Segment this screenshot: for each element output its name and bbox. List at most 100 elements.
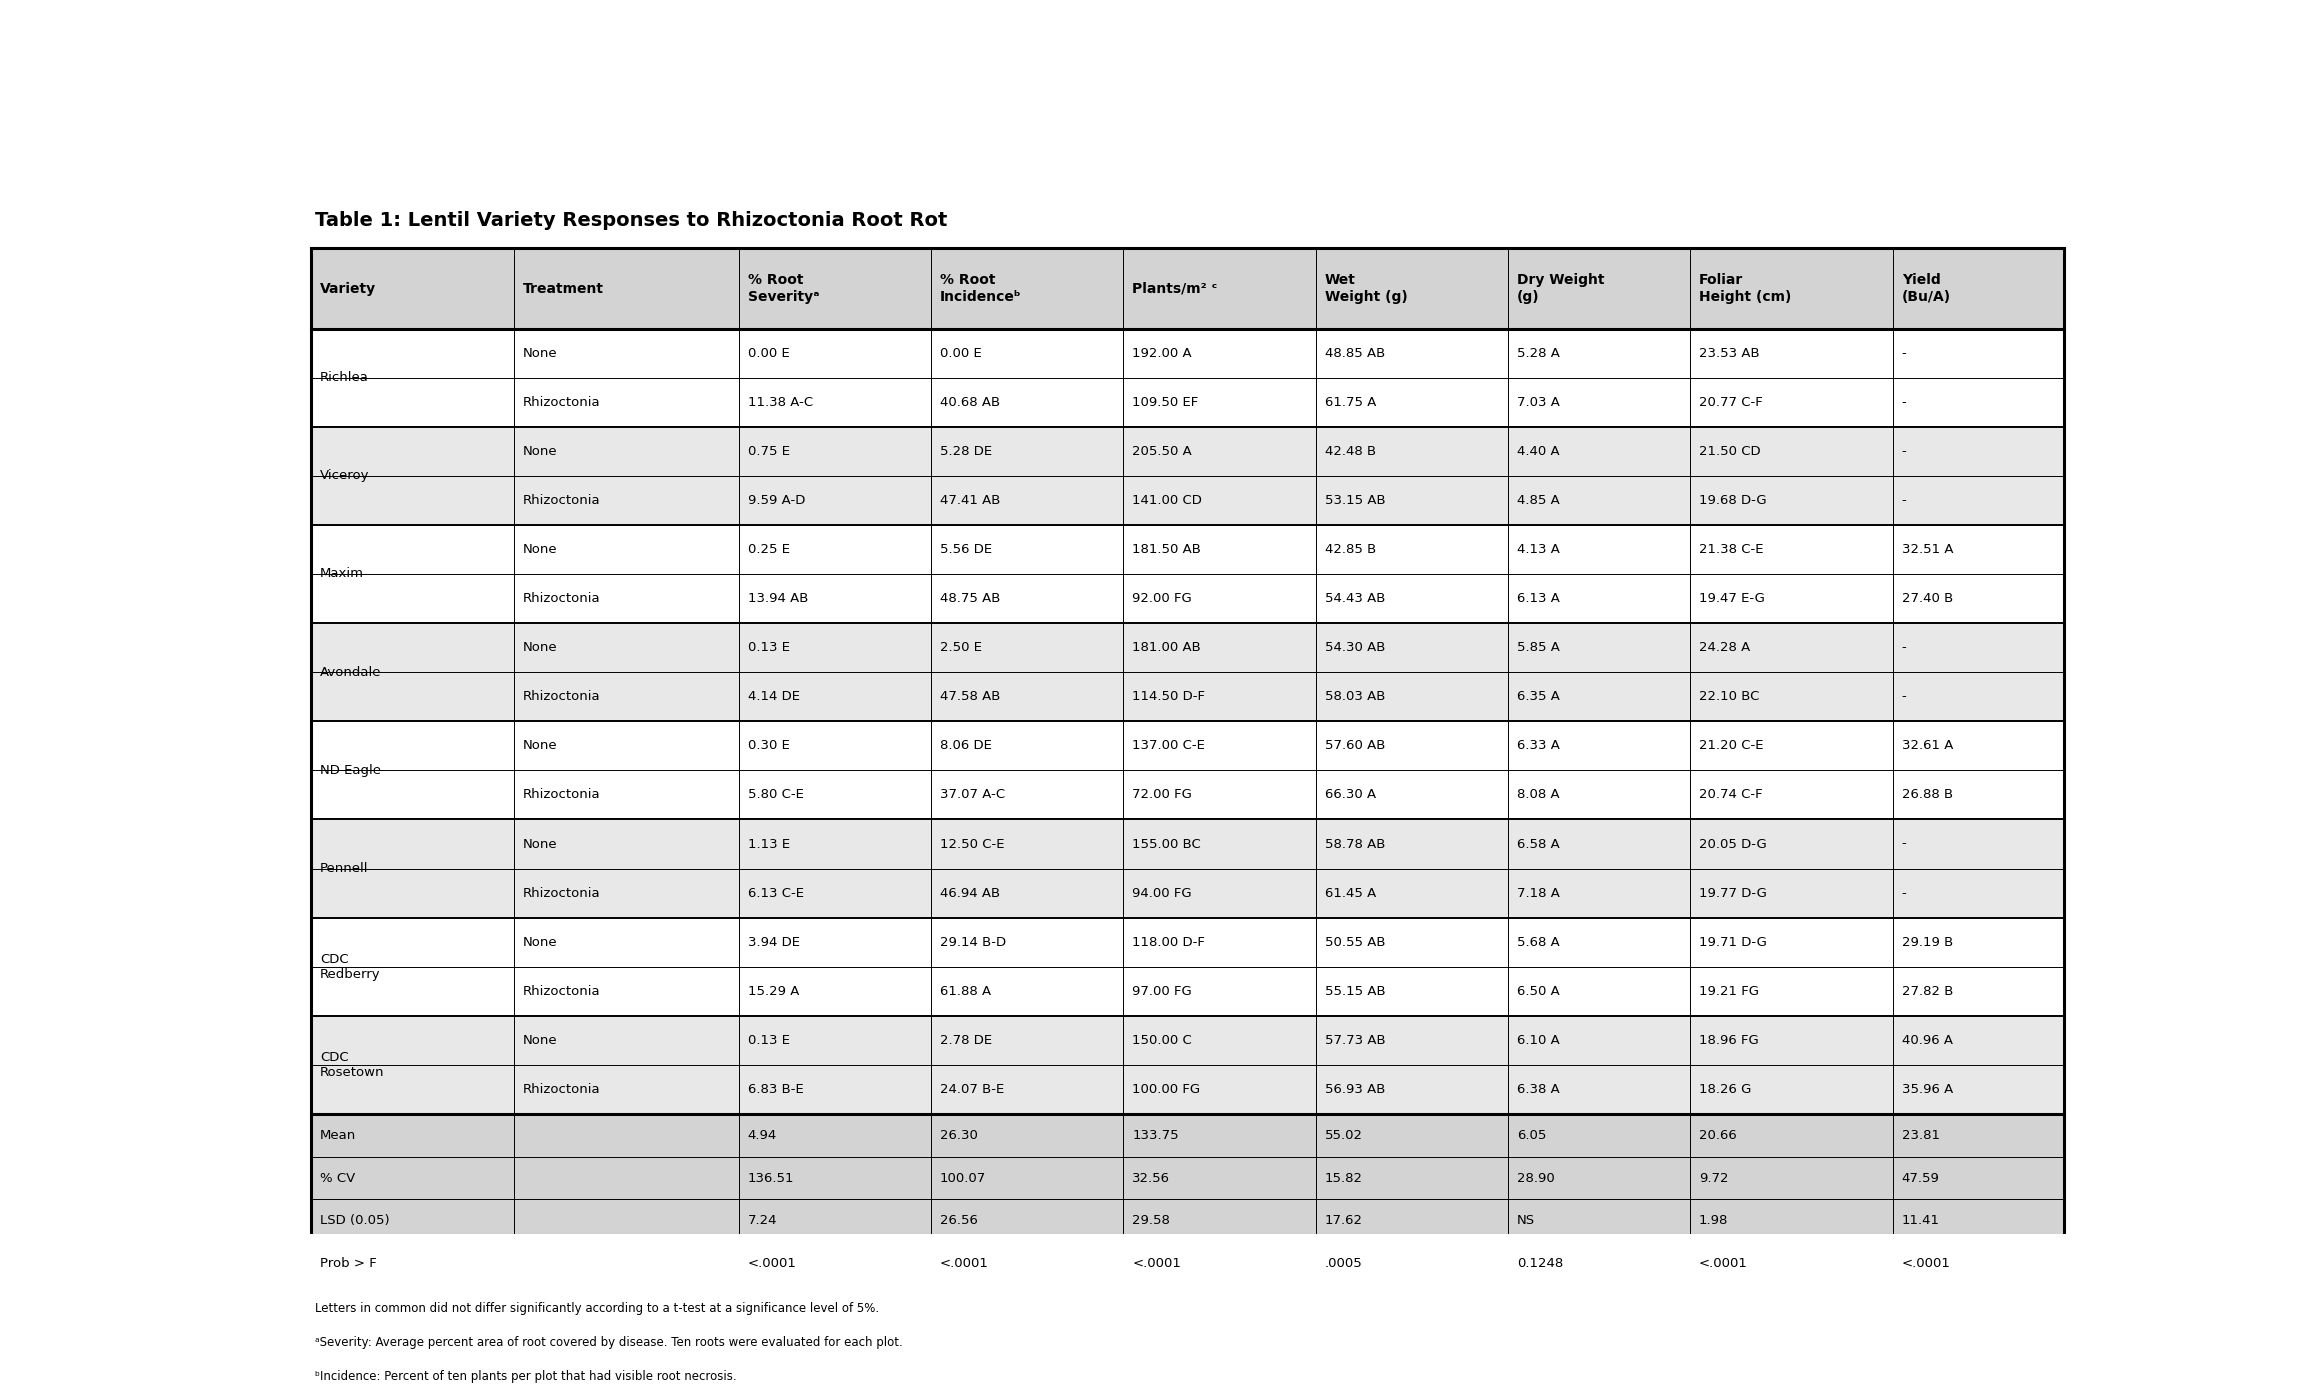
Text: -: - xyxy=(1902,346,1907,359)
Text: -: - xyxy=(1902,445,1907,457)
Text: 48.85 AB: 48.85 AB xyxy=(1325,346,1386,359)
Text: 54.30 AB: 54.30 AB xyxy=(1325,642,1386,654)
Text: 13.94 AB: 13.94 AB xyxy=(748,592,809,606)
Text: NS: NS xyxy=(1518,1214,1536,1227)
Text: <.0001: <.0001 xyxy=(1133,1257,1182,1270)
Text: 24.28 A: 24.28 A xyxy=(1698,642,1749,654)
Text: 6.33 A: 6.33 A xyxy=(1518,739,1559,753)
Text: 61.75 A: 61.75 A xyxy=(1325,395,1376,409)
Text: 3.94 DE: 3.94 DE xyxy=(748,936,799,948)
Text: 54.43 AB: 54.43 AB xyxy=(1325,592,1386,606)
Text: 97.00 FG: 97.00 FG xyxy=(1133,985,1191,998)
Text: 136.51: 136.51 xyxy=(748,1171,795,1185)
Text: Table 1: Lentil Variety Responses to Rhizoctonia Root Rot: Table 1: Lentil Variety Responses to Rhi… xyxy=(315,211,948,230)
FancyBboxPatch shape xyxy=(310,967,2064,1016)
Text: 24.07 B-E: 24.07 B-E xyxy=(941,1082,1003,1096)
Text: 6.50 A: 6.50 A xyxy=(1518,985,1559,998)
Text: 1.98: 1.98 xyxy=(1698,1214,1728,1227)
Text: Rhizoctonia: Rhizoctonia xyxy=(524,690,600,703)
Text: 181.00 AB: 181.00 AB xyxy=(1133,642,1200,654)
FancyBboxPatch shape xyxy=(310,1064,2064,1114)
Text: 109.50 EF: 109.50 EF xyxy=(1133,395,1198,409)
Text: -: - xyxy=(1902,395,1907,409)
Text: 0.25 E: 0.25 E xyxy=(748,543,790,556)
FancyBboxPatch shape xyxy=(310,525,2064,574)
Text: -: - xyxy=(1902,837,1907,851)
Text: .0005: .0005 xyxy=(1325,1257,1362,1270)
Text: Avondale: Avondale xyxy=(320,665,382,679)
Text: 18.96 FG: 18.96 FG xyxy=(1698,1034,1759,1046)
Text: 57.73 AB: 57.73 AB xyxy=(1325,1034,1386,1046)
Text: 11.38 A-C: 11.38 A-C xyxy=(748,395,813,409)
Text: 92.00 FG: 92.00 FG xyxy=(1133,592,1191,606)
Text: Letters in common did not differ significantly according to a t-test at a signif: Letters in common did not differ signifi… xyxy=(315,1301,878,1315)
FancyBboxPatch shape xyxy=(310,377,2064,427)
Text: Treatment: Treatment xyxy=(524,281,605,295)
FancyBboxPatch shape xyxy=(310,427,2064,475)
Text: Foliar
Height (cm): Foliar Height (cm) xyxy=(1698,273,1791,304)
Text: Rhizoctonia: Rhizoctonia xyxy=(524,1082,600,1096)
Text: Prob > F: Prob > F xyxy=(320,1257,378,1270)
Text: 0.13 E: 0.13 E xyxy=(748,1034,790,1046)
Text: 6.38 A: 6.38 A xyxy=(1518,1082,1559,1096)
Text: 0.00 E: 0.00 E xyxy=(748,346,790,359)
FancyBboxPatch shape xyxy=(310,1199,2064,1242)
Text: 6.83 B-E: 6.83 B-E xyxy=(748,1082,804,1096)
Text: 141.00 CD: 141.00 CD xyxy=(1133,493,1203,507)
Text: 58.78 AB: 58.78 AB xyxy=(1325,837,1386,851)
Text: -: - xyxy=(1902,493,1907,507)
Text: 19.68 D-G: 19.68 D-G xyxy=(1698,493,1766,507)
Text: 53.15 AB: 53.15 AB xyxy=(1325,493,1386,507)
Text: 9.72: 9.72 xyxy=(1698,1171,1728,1185)
Text: 35.96 A: 35.96 A xyxy=(1902,1082,1953,1096)
Text: 47.58 AB: 47.58 AB xyxy=(941,690,1001,703)
Text: 19.71 D-G: 19.71 D-G xyxy=(1698,936,1766,948)
Text: Rhizoctonia: Rhizoctonia xyxy=(524,592,600,606)
FancyBboxPatch shape xyxy=(310,1157,2064,1199)
Text: 42.85 B: 42.85 B xyxy=(1325,543,1376,556)
Text: CDC
Redberry: CDC Redberry xyxy=(320,952,380,981)
Text: None: None xyxy=(524,543,558,556)
Text: 7.24: 7.24 xyxy=(748,1214,776,1227)
Text: Pennell: Pennell xyxy=(320,862,368,875)
Text: ᵇIncidence: Percent of ten plants per plot that had visible root necrosis.: ᵇIncidence: Percent of ten plants per pl… xyxy=(315,1369,737,1383)
Text: 19.21 FG: 19.21 FG xyxy=(1698,985,1759,998)
Text: 133.75: 133.75 xyxy=(1133,1128,1179,1142)
Text: ᵃSeverity: Average percent area of root covered by disease. Ten roots were evalu: ᵃSeverity: Average percent area of root … xyxy=(315,1336,904,1349)
Text: 21.38 C-E: 21.38 C-E xyxy=(1698,543,1763,556)
Text: 6.35 A: 6.35 A xyxy=(1518,690,1559,703)
Text: 20.77 C-F: 20.77 C-F xyxy=(1698,395,1763,409)
Text: 23.53 AB: 23.53 AB xyxy=(1698,346,1759,359)
Text: 32.61 A: 32.61 A xyxy=(1902,739,1953,753)
Text: 100.07: 100.07 xyxy=(941,1171,987,1185)
Text: 48.75 AB: 48.75 AB xyxy=(941,592,1001,606)
Text: 8.08 A: 8.08 A xyxy=(1518,789,1559,801)
Text: Mean: Mean xyxy=(320,1128,357,1142)
Text: None: None xyxy=(524,1034,558,1046)
Text: 0.75 E: 0.75 E xyxy=(748,445,790,457)
Text: 15.82: 15.82 xyxy=(1325,1171,1362,1185)
Text: 32.51 A: 32.51 A xyxy=(1902,543,1953,556)
Text: 23.81: 23.81 xyxy=(1902,1128,1939,1142)
Text: 61.88 A: 61.88 A xyxy=(941,985,992,998)
FancyBboxPatch shape xyxy=(310,869,2064,918)
Text: 7.18 A: 7.18 A xyxy=(1518,887,1559,900)
Text: None: None xyxy=(524,739,558,753)
Text: 17.62: 17.62 xyxy=(1325,1214,1362,1227)
FancyBboxPatch shape xyxy=(310,771,2064,819)
FancyBboxPatch shape xyxy=(310,475,2064,525)
Text: 37.07 A-C: 37.07 A-C xyxy=(941,789,1006,801)
Text: 29.14 B-D: 29.14 B-D xyxy=(941,936,1006,948)
Text: 21.50 CD: 21.50 CD xyxy=(1698,445,1761,457)
Text: 114.50 D-F: 114.50 D-F xyxy=(1133,690,1205,703)
Text: 56.93 AB: 56.93 AB xyxy=(1325,1082,1386,1096)
Text: % Root
Incidenceᵇ: % Root Incidenceᵇ xyxy=(941,273,1022,304)
Text: Rhizoctonia: Rhizoctonia xyxy=(524,887,600,900)
Text: 150.00 C: 150.00 C xyxy=(1133,1034,1191,1046)
Text: 32.56: 32.56 xyxy=(1133,1171,1170,1185)
Text: 5.80 C-E: 5.80 C-E xyxy=(748,789,804,801)
Text: Rhizoctonia: Rhizoctonia xyxy=(524,395,600,409)
Text: None: None xyxy=(524,346,558,359)
Text: Rhizoctonia: Rhizoctonia xyxy=(524,789,600,801)
Text: 205.50 A: 205.50 A xyxy=(1133,445,1191,457)
